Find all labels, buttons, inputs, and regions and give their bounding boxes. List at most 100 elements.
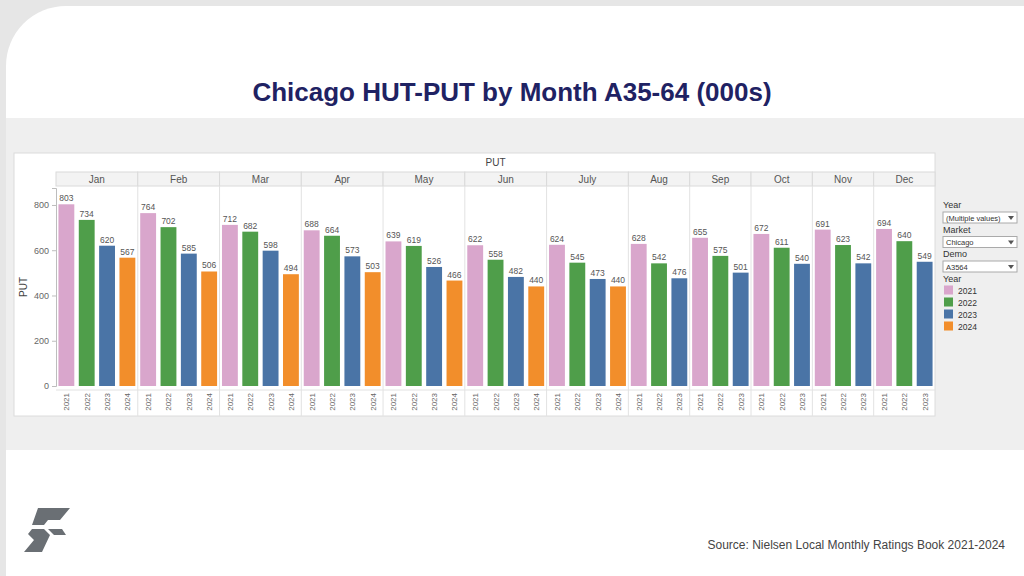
bar bbox=[263, 251, 279, 386]
bar bbox=[201, 271, 217, 386]
year-tick-label: 2024 bbox=[450, 392, 459, 410]
year-tick-label: 2022 bbox=[328, 392, 337, 410]
bar bbox=[651, 263, 667, 386]
month-header-cell bbox=[690, 172, 751, 186]
logo bbox=[24, 508, 70, 552]
data-label: 664 bbox=[325, 225, 339, 235]
legend-swatch bbox=[944, 286, 953, 295]
year-tick-label: 2024 bbox=[287, 392, 296, 410]
month-label: May bbox=[415, 174, 434, 185]
bar bbox=[242, 232, 258, 386]
month-label: Mar bbox=[252, 174, 270, 185]
bar bbox=[610, 286, 626, 386]
data-label: 688 bbox=[305, 219, 319, 229]
year-tick-label: 2024 bbox=[369, 392, 378, 410]
bar bbox=[631, 244, 647, 386]
chart-svg: Chicago HUT-PUT by Month A35-64 (000s)PU… bbox=[0, 0, 1024, 576]
year-tick-label: 2022 bbox=[778, 392, 787, 410]
month-label: Aug bbox=[650, 174, 668, 185]
logo-part bbox=[48, 529, 66, 535]
data-label: 694 bbox=[877, 218, 891, 228]
year-tick-label: 2021 bbox=[757, 392, 766, 410]
year-tick-label: 2024 bbox=[532, 392, 541, 410]
data-label: 558 bbox=[488, 249, 502, 259]
month-header-cell bbox=[628, 172, 689, 186]
year-tick-label: 2023 bbox=[267, 392, 276, 410]
bar bbox=[569, 263, 585, 386]
bar bbox=[386, 241, 402, 386]
data-label: 734 bbox=[80, 209, 94, 219]
bar bbox=[406, 246, 422, 386]
bar bbox=[794, 264, 810, 386]
data-label: 803 bbox=[59, 193, 73, 203]
year-tick-label: 2024 bbox=[205, 392, 214, 410]
data-label: 682 bbox=[243, 221, 257, 231]
data-label: 598 bbox=[263, 240, 277, 250]
panel-separator bbox=[751, 186, 752, 416]
filter-value: Chicago bbox=[946, 238, 974, 247]
y-axis-line bbox=[52, 189, 57, 387]
bar bbox=[774, 248, 790, 386]
y-tick-mark bbox=[52, 341, 56, 342]
bar bbox=[222, 225, 238, 386]
year-tick-label: 2021 bbox=[696, 392, 705, 410]
year-tick-label: 2021 bbox=[389, 392, 398, 410]
year-tick-label: 2022 bbox=[246, 392, 255, 410]
year-tick-label: 2023 bbox=[103, 392, 112, 410]
data-label: 628 bbox=[632, 233, 646, 243]
year-tick-label: 2021 bbox=[226, 392, 235, 410]
year-tick-label: 2022 bbox=[716, 392, 725, 410]
y-tick: 200 bbox=[34, 336, 56, 346]
panel-separator bbox=[383, 186, 384, 416]
logo-part bbox=[32, 508, 70, 525]
year-tick-label: 2023 bbox=[737, 392, 746, 410]
bar bbox=[876, 229, 892, 386]
year-tick-label: 2023 bbox=[675, 392, 684, 410]
data-label: 503 bbox=[366, 261, 380, 271]
bar bbox=[181, 254, 197, 386]
bar bbox=[140, 213, 156, 386]
card-background bbox=[6, 6, 1024, 576]
year-tick-label: 2021 bbox=[553, 392, 562, 410]
data-labels: 8037346205677647025855067126825984946886… bbox=[59, 193, 932, 285]
bar bbox=[283, 274, 299, 386]
month-label: Oct bbox=[774, 174, 790, 185]
year-tick-label: 2023 bbox=[185, 392, 194, 410]
panel-separator bbox=[546, 186, 547, 416]
filter-label: Year bbox=[943, 200, 961, 210]
month-header-cell bbox=[874, 172, 935, 186]
year-tick-label: 2022 bbox=[492, 392, 501, 410]
year-tick-label: 2022 bbox=[164, 392, 173, 410]
y-tick-label: 0 bbox=[44, 381, 49, 391]
y-tick-mark bbox=[52, 386, 56, 387]
year-tick-label: 2021 bbox=[635, 392, 644, 410]
column-header: PUT bbox=[486, 157, 506, 168]
legend-title: Year bbox=[943, 274, 961, 284]
bar bbox=[855, 263, 871, 386]
data-label: 764 bbox=[141, 202, 155, 212]
panel-separator bbox=[628, 186, 629, 416]
bar bbox=[917, 262, 933, 386]
filter-box bbox=[943, 212, 1017, 223]
legend-swatch bbox=[944, 310, 953, 319]
bar bbox=[488, 260, 504, 386]
year-tick-label: 2021 bbox=[819, 392, 828, 410]
year-tick-label: 2023 bbox=[430, 392, 439, 410]
month-label: Jun bbox=[498, 174, 514, 185]
year-tick-label: 2022 bbox=[655, 392, 664, 410]
legend-label: 2023 bbox=[958, 310, 977, 320]
filter-label: Market bbox=[943, 225, 971, 235]
bar bbox=[365, 272, 381, 386]
bar bbox=[447, 281, 463, 386]
year-tick-label: 2022 bbox=[410, 392, 419, 410]
y-tick: 0 bbox=[44, 381, 56, 391]
month-header-cell bbox=[751, 172, 812, 186]
bar bbox=[508, 277, 524, 386]
bar bbox=[692, 238, 708, 386]
bar bbox=[426, 267, 442, 386]
month-header-cell bbox=[301, 172, 383, 186]
y-tick-label: 600 bbox=[34, 246, 49, 256]
data-label: 473 bbox=[591, 268, 605, 278]
bar bbox=[896, 241, 912, 386]
month-header-cell bbox=[465, 172, 547, 186]
